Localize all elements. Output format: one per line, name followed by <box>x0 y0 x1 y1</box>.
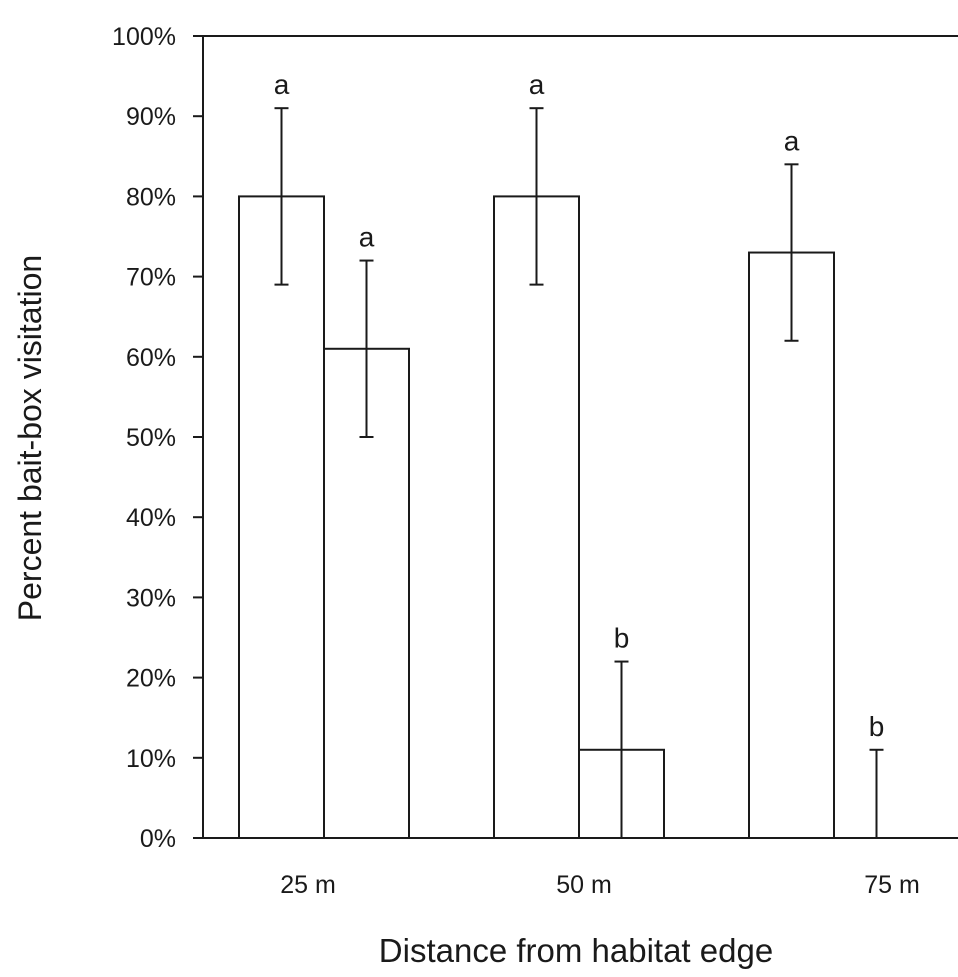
y-tick-label: 50% <box>126 424 176 452</box>
error-bars <box>274 107 884 838</box>
significance-label: a <box>274 69 290 100</box>
y-axis: 0% 10% 20% 30% 40% 50% 60% 70% 80% 90% 100% <box>112 23 203 853</box>
bar <box>238 195 325 839</box>
y-tick-label: 30% <box>126 584 176 612</box>
bar <box>748 251 835 840</box>
bars <box>238 195 835 840</box>
x-axis: 25 m 50 m 75 m <box>280 871 920 899</box>
y-tick-label: 0% <box>140 825 176 853</box>
significance-label: b <box>614 623 630 654</box>
y-tick-label: 70% <box>126 264 176 292</box>
y-tick-label: 90% <box>126 103 176 131</box>
bar <box>493 195 580 839</box>
y-tick-label: 100% <box>112 23 176 51</box>
significance-labels: a a a a b b <box>274 69 885 742</box>
significance-label: a <box>784 125 800 156</box>
x-tick-label: 25 m <box>280 871 336 899</box>
x-tick-label: 75 m <box>864 871 920 899</box>
y-tick-label: 40% <box>126 504 176 532</box>
y-tick-label: 80% <box>126 183 176 211</box>
significance-label: a <box>359 222 375 253</box>
significance-label: a <box>529 69 545 100</box>
y-tick-label: 20% <box>126 665 176 693</box>
x-axis-title: Distance from habitat edge <box>379 932 773 969</box>
x-tick-label: 50 m <box>556 871 612 899</box>
y-axis-title: Percent bait-box visitation <box>12 255 48 621</box>
y-tick-label: 60% <box>126 344 176 372</box>
y-tick-label: 10% <box>126 745 176 773</box>
significance-label: b <box>869 711 885 742</box>
